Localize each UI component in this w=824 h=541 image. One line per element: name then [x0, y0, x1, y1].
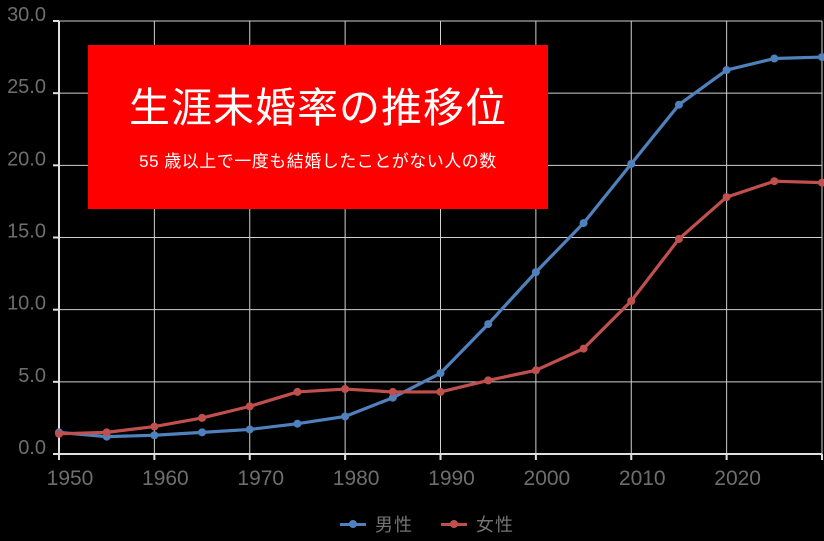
male-data-point: [531, 268, 540, 277]
female-data-point: [818, 178, 824, 187]
male-data-point: [674, 100, 683, 109]
female-data-point: [150, 422, 159, 431]
female-data-point: [436, 387, 445, 396]
x-tick-label: 1990: [428, 467, 475, 490]
y-tick-label: 5.0: [18, 365, 46, 387]
female-data-point: [245, 402, 254, 411]
male-data-point: [198, 428, 207, 437]
female-data-point: [388, 387, 397, 396]
female-series-dot-swatch: [450, 520, 458, 528]
male-data-point: [245, 425, 254, 434]
female-data-point: [770, 177, 779, 186]
female-data-point: [722, 193, 731, 202]
female-series-marker-icon: [441, 520, 467, 528]
male-data-point: [818, 53, 824, 62]
female-data-point: [102, 428, 111, 437]
legend-label-female: 女性: [476, 515, 514, 535]
male-series-marker-icon: [340, 520, 366, 528]
female-data-point: [531, 366, 540, 375]
female-data-point: [579, 344, 588, 353]
male-data-point: [388, 393, 397, 402]
female-data-point: [674, 234, 683, 243]
x-tick-label: 1980: [333, 467, 380, 490]
male-data-point: [293, 419, 302, 428]
legend-label-male: 男性: [375, 515, 413, 535]
male-data-point: [722, 66, 731, 75]
female-data-point: [627, 297, 636, 306]
female-data-point: [55, 429, 63, 438]
legend: 男性 女性: [15, 509, 824, 539]
male-data-point: [341, 412, 350, 421]
x-tick-label: 2000: [524, 467, 571, 490]
legend-item-male: 男性: [340, 511, 413, 537]
female-data-point: [341, 385, 350, 394]
chart-title-box: 生涯未婚率の推移位 55 歳以上で一度も結婚したことがない人の数: [88, 45, 548, 209]
x-tick-label: 2010: [619, 467, 666, 490]
y-tick-label: 15.0: [7, 221, 46, 243]
male-data-point: [627, 159, 636, 168]
male-data-point: [436, 369, 445, 378]
male-data-point: [579, 219, 588, 228]
y-tick-label: 30.0: [7, 4, 46, 26]
x-tick-label: 2020: [714, 467, 761, 490]
male-data-point: [484, 320, 493, 329]
y-tick-label: 10.0: [7, 293, 46, 315]
legend-item-female: 女性: [441, 511, 514, 537]
x-tick-label: 1950: [47, 467, 94, 490]
x-tick-label: 1970: [237, 467, 284, 490]
male-data-point: [770, 54, 779, 63]
y-tick-label: 0.0: [18, 437, 46, 459]
chart-subtitle: 55 歳以上で一度も結婚したことがない人の数: [139, 151, 497, 171]
female-data-point: [484, 376, 493, 385]
x-tick-label: 1960: [142, 467, 189, 490]
y-tick-label: 25.0: [7, 76, 46, 98]
y-tick-label: 20.0: [7, 148, 46, 170]
chart-title: 生涯未婚率の推移位: [129, 84, 507, 131]
female-data-point: [198, 413, 207, 422]
male-data-point: [150, 431, 159, 440]
male-series-dot-swatch: [349, 520, 357, 528]
female-data-point: [293, 387, 302, 396]
